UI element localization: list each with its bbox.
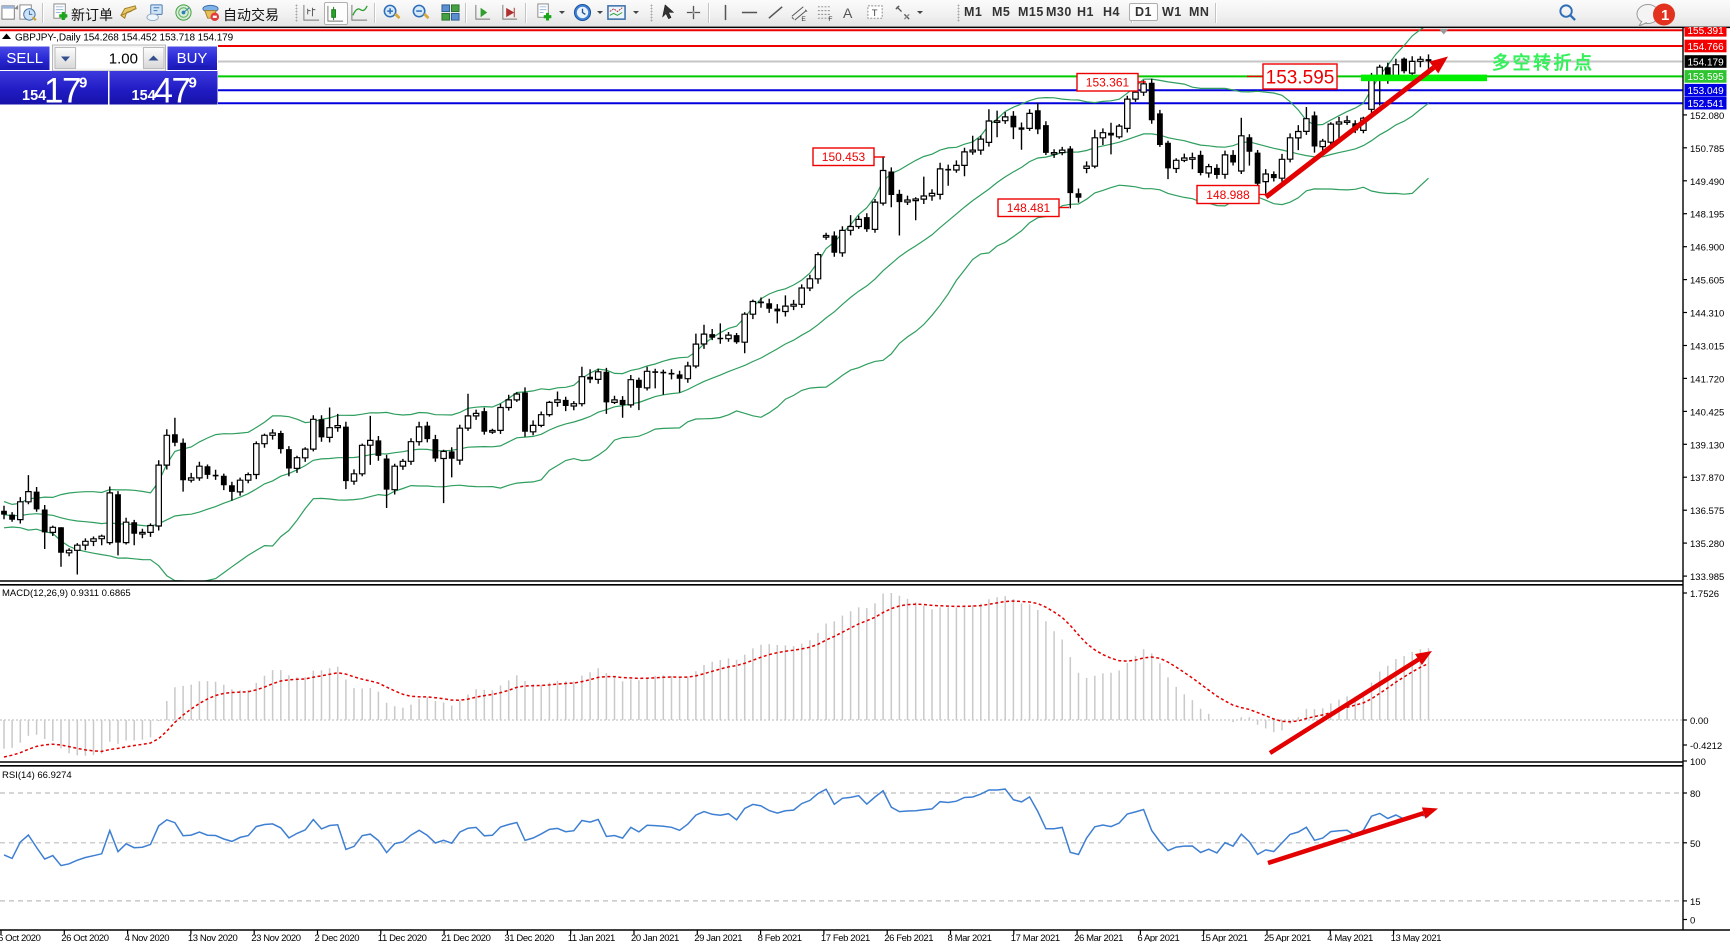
svg-text:150.453: 150.453 [822, 150, 866, 164]
svg-text:143.015: 143.015 [1690, 342, 1724, 353]
svg-text:8 Feb 2021: 8 Feb 2021 [758, 933, 802, 942]
svg-text:20 Jan 2021: 20 Jan 2021 [631, 933, 679, 942]
svg-text:GBPJPY-,Daily 154.268 154.452: GBPJPY-,Daily 154.268 154.452 153.718 15… [15, 33, 234, 44]
svg-text:152.080: 152.080 [1690, 111, 1724, 122]
svg-text:13 May 2021: 13 May 2021 [1391, 933, 1442, 942]
svg-text:140.425: 140.425 [1690, 407, 1724, 418]
svg-text:BUY: BUY [177, 50, 208, 67]
svg-text:23 Nov 2020: 23 Nov 2020 [251, 933, 301, 942]
svg-text:153.595: 153.595 [1688, 72, 1725, 83]
svg-text:6 Apr 2021: 6 Apr 2021 [1137, 933, 1179, 942]
svg-text:15 Apr 2021: 15 Apr 2021 [1201, 933, 1248, 942]
svg-text:9: 9 [79, 75, 87, 92]
svg-text:146.900: 146.900 [1690, 243, 1724, 254]
svg-text:150.785: 150.785 [1690, 144, 1724, 155]
svg-text:4 Nov 2020: 4 Nov 2020 [125, 933, 170, 942]
svg-text:25 Apr 2021: 25 Apr 2021 [1264, 933, 1311, 942]
svg-text:152.541: 152.541 [1688, 99, 1725, 110]
svg-text:139.130: 139.130 [1690, 440, 1724, 451]
svg-text:0.00: 0.00 [1690, 716, 1709, 727]
svg-text:F: F [828, 16, 832, 22]
svg-text:153.361: 153.361 [1086, 76, 1130, 90]
svg-text:11 Dec 2020: 11 Dec 2020 [378, 933, 427, 942]
svg-text:26 Mar 2021: 26 Mar 2021 [1074, 933, 1123, 942]
svg-text:9: 9 [189, 75, 197, 92]
svg-text:6 Oct 2020: 6 Oct 2020 [0, 933, 41, 942]
svg-text:11 Jan 2021: 11 Jan 2021 [568, 933, 615, 942]
svg-text:144.310: 144.310 [1690, 309, 1724, 320]
svg-text:154.179: 154.179 [1688, 57, 1725, 68]
svg-text:31 Dec 2020: 31 Dec 2020 [504, 933, 554, 942]
svg-text:141.720: 141.720 [1690, 374, 1724, 385]
svg-text:145.605: 145.605 [1690, 276, 1724, 287]
svg-text:135.280: 135.280 [1690, 539, 1724, 550]
svg-text:13 Nov 2020: 13 Nov 2020 [188, 933, 238, 942]
svg-text:154: 154 [132, 88, 156, 104]
svg-text:50: 50 [1690, 839, 1701, 850]
svg-text:0: 0 [1690, 916, 1695, 927]
svg-text:137.870: 137.870 [1690, 473, 1724, 484]
svg-text:148.988: 148.988 [1206, 188, 1250, 202]
svg-text:15: 15 [1690, 897, 1701, 908]
svg-text:154.766: 154.766 [1688, 42, 1725, 53]
svg-text:80: 80 [1690, 789, 1701, 800]
svg-text:RSI(14) 66.9274: RSI(14) 66.9274 [2, 770, 72, 781]
svg-text:153.595: 153.595 [1266, 67, 1335, 88]
svg-text:155.391: 155.391 [1688, 27, 1725, 37]
svg-text:136.575: 136.575 [1690, 506, 1724, 517]
svg-text:MACD(12,26,9) 0.9311 0.6865: MACD(12,26,9) 0.9311 0.6865 [2, 588, 131, 599]
svg-text:17 Mar 2021: 17 Mar 2021 [1011, 933, 1060, 942]
svg-text:154: 154 [22, 88, 46, 104]
svg-text:100: 100 [1690, 757, 1706, 768]
svg-text:26 Feb 2021: 26 Feb 2021 [884, 933, 933, 942]
svg-text:26 Oct 2020: 26 Oct 2020 [61, 933, 108, 942]
svg-text:SELL: SELL [6, 50, 43, 67]
svg-text:1.7526: 1.7526 [1690, 589, 1719, 600]
svg-text:47: 47 [154, 72, 190, 111]
svg-text:17: 17 [44, 72, 80, 111]
svg-text:2 Dec 2020: 2 Dec 2020 [315, 933, 360, 942]
svg-text:多空转折点: 多空转折点 [1492, 52, 1595, 73]
svg-text:148.195: 148.195 [1690, 210, 1724, 221]
svg-text:29 Jan 2021: 29 Jan 2021 [694, 933, 742, 942]
svg-text:21 Dec 2020: 21 Dec 2020 [441, 933, 491, 942]
svg-text:T: T [872, 8, 878, 19]
svg-text:E: E [801, 16, 806, 22]
svg-text:153.049: 153.049 [1688, 86, 1725, 97]
svg-text:149.490: 149.490 [1690, 177, 1724, 188]
svg-text:148.481: 148.481 [1007, 201, 1051, 215]
svg-text:8 Mar 2021: 8 Mar 2021 [948, 933, 992, 942]
svg-text:1: 1 [1661, 7, 1669, 24]
svg-text:4 May 2021: 4 May 2021 [1327, 933, 1373, 942]
svg-text:17 Feb 2021: 17 Feb 2021 [821, 933, 870, 942]
svg-text:-0.4212: -0.4212 [1690, 741, 1722, 752]
svg-text:133.985: 133.985 [1690, 572, 1724, 583]
svg-text:1.00: 1.00 [109, 51, 138, 68]
